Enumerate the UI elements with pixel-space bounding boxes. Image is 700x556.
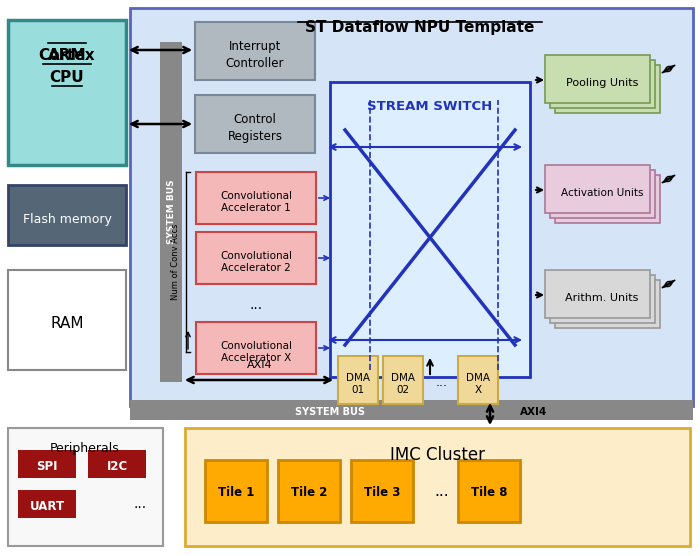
Text: ST Dataflow NPU Template: ST Dataflow NPU Template bbox=[305, 20, 535, 35]
Bar bbox=[196, 172, 316, 224]
Bar bbox=[351, 460, 413, 522]
Text: Peripherals: Peripherals bbox=[50, 442, 120, 455]
Text: Control
Registers: Control Registers bbox=[228, 113, 283, 143]
Bar bbox=[545, 270, 650, 318]
Bar bbox=[330, 82, 530, 377]
Bar bbox=[550, 275, 655, 323]
Text: RAM: RAM bbox=[50, 316, 84, 331]
Text: ARM: ARM bbox=[48, 48, 86, 63]
Bar bbox=[8, 270, 126, 370]
Bar bbox=[18, 490, 76, 518]
Text: Interrupt
Controller: Interrupt Controller bbox=[225, 40, 284, 70]
Bar bbox=[205, 460, 267, 522]
Bar bbox=[458, 460, 520, 522]
Text: DMA
02: DMA 02 bbox=[391, 373, 415, 395]
Text: Cortex: Cortex bbox=[38, 48, 95, 63]
Text: Arithm. Units: Arithm. Units bbox=[566, 293, 638, 303]
Bar bbox=[8, 428, 163, 546]
Bar bbox=[130, 400, 693, 420]
Text: Convolutional
Accelerator 2: Convolutional Accelerator 2 bbox=[220, 251, 292, 273]
Bar bbox=[88, 450, 146, 478]
Bar bbox=[458, 356, 498, 404]
Bar bbox=[278, 460, 340, 522]
Bar bbox=[196, 232, 316, 284]
Text: SYSTEM BUS: SYSTEM BUS bbox=[295, 407, 365, 417]
Text: SPI: SPI bbox=[36, 459, 57, 473]
Text: Tile 3: Tile 3 bbox=[364, 486, 400, 499]
Text: Tile 8: Tile 8 bbox=[470, 486, 508, 499]
Text: Pooling Units: Pooling Units bbox=[566, 78, 638, 88]
Bar bbox=[555, 65, 660, 113]
Bar bbox=[545, 55, 650, 103]
Text: CPU: CPU bbox=[50, 70, 84, 85]
Text: Tile 1: Tile 1 bbox=[218, 486, 254, 499]
Text: SYSTEM BUS: SYSTEM BUS bbox=[167, 180, 176, 244]
Text: ...: ... bbox=[249, 298, 262, 312]
Bar bbox=[195, 95, 315, 153]
Bar bbox=[195, 22, 315, 80]
Bar bbox=[545, 165, 650, 213]
Text: DMA
01: DMA 01 bbox=[346, 373, 370, 395]
Bar bbox=[338, 356, 378, 404]
Text: Num of Conv Accs: Num of Conv Accs bbox=[172, 224, 181, 300]
Text: STREAM SWITCH: STREAM SWITCH bbox=[368, 100, 493, 113]
Text: ...: ... bbox=[134, 497, 146, 511]
Text: I2C: I2C bbox=[106, 459, 127, 473]
Text: Flash memory: Flash memory bbox=[22, 212, 111, 226]
Text: Convolutional
Accelerator X: Convolutional Accelerator X bbox=[220, 341, 292, 363]
Bar bbox=[196, 322, 316, 374]
Bar bbox=[130, 8, 693, 406]
Text: DMA
X: DMA X bbox=[466, 373, 490, 395]
Text: IMC Cluster: IMC Cluster bbox=[389, 446, 484, 464]
Text: ...: ... bbox=[436, 375, 448, 389]
Bar bbox=[555, 175, 660, 223]
Text: Convolutional
Accelerator 1: Convolutional Accelerator 1 bbox=[220, 191, 292, 213]
Bar bbox=[555, 280, 660, 328]
Bar bbox=[8, 185, 126, 245]
Bar bbox=[8, 20, 126, 165]
Text: Activation Units: Activation Units bbox=[561, 188, 643, 198]
Bar bbox=[160, 42, 182, 382]
Bar bbox=[550, 60, 655, 108]
Bar bbox=[18, 450, 76, 478]
Bar bbox=[550, 170, 655, 218]
Bar bbox=[185, 428, 690, 546]
Text: UART: UART bbox=[29, 499, 64, 513]
Text: AXI4: AXI4 bbox=[247, 360, 273, 370]
Text: ...: ... bbox=[435, 484, 449, 499]
Text: AXI4: AXI4 bbox=[520, 407, 547, 417]
Text: Tile 2: Tile 2 bbox=[290, 486, 327, 499]
Bar bbox=[383, 356, 423, 404]
